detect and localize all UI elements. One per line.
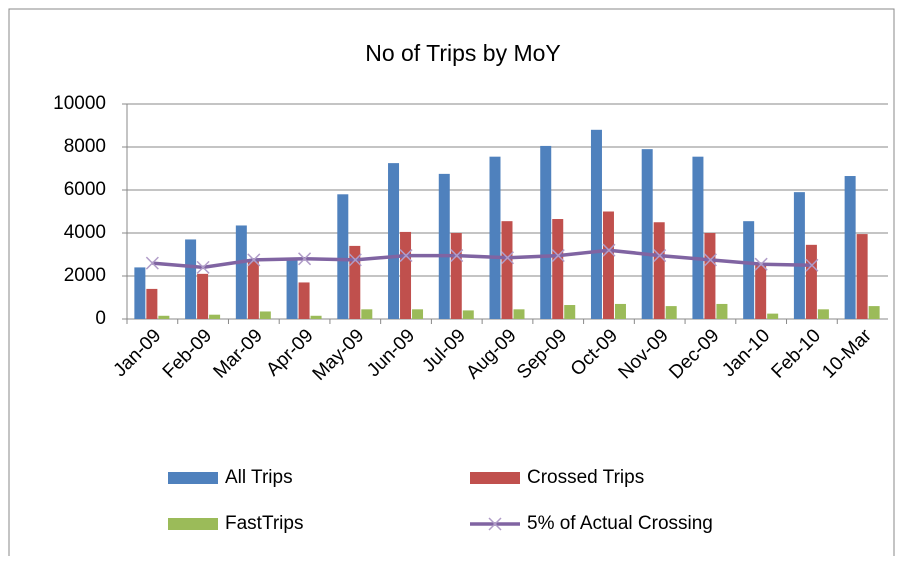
bar bbox=[259, 311, 271, 319]
line-marker bbox=[348, 253, 362, 267]
line-marker-stroke bbox=[450, 249, 464, 263]
line-marker bbox=[145, 256, 159, 270]
legend-label: 5% of Actual Crossing bbox=[527, 513, 713, 534]
bar bbox=[704, 233, 716, 319]
bar bbox=[692, 156, 704, 319]
bar bbox=[641, 149, 653, 319]
bar bbox=[349, 245, 361, 319]
line-marker bbox=[754, 257, 768, 271]
bar bbox=[298, 282, 310, 319]
bar bbox=[134, 267, 146, 319]
bar bbox=[388, 163, 400, 319]
chart-title: No of Trips by MoY bbox=[365, 40, 561, 66]
bar bbox=[716, 303, 728, 319]
bar bbox=[337, 194, 349, 319]
legend-label: FastTrips bbox=[225, 513, 303, 534]
line-series bbox=[152, 248, 812, 270]
y-tick-label: 8000 bbox=[64, 136, 106, 157]
bar bbox=[247, 259, 259, 319]
line-marker bbox=[805, 258, 819, 272]
line-marker-stroke bbox=[247, 253, 261, 267]
bar bbox=[817, 309, 829, 319]
y-tick-label: 10000 bbox=[53, 93, 106, 114]
y-tick-label: 2000 bbox=[64, 265, 106, 286]
bar bbox=[513, 309, 525, 319]
line-marker bbox=[399, 249, 413, 263]
bar bbox=[844, 176, 856, 319]
line-marker bbox=[551, 249, 565, 263]
line-marker bbox=[703, 253, 717, 267]
line-marker-stroke bbox=[805, 258, 819, 272]
bar bbox=[743, 221, 755, 319]
line-marker bbox=[247, 253, 261, 267]
bar bbox=[653, 222, 665, 319]
line-marker bbox=[450, 249, 464, 263]
line-marker-stroke bbox=[703, 253, 717, 267]
bar bbox=[755, 265, 767, 319]
legend-marker bbox=[488, 517, 502, 531]
bar bbox=[209, 314, 221, 319]
y-tick-label: 6000 bbox=[64, 179, 106, 200]
line-marker-stroke bbox=[399, 249, 413, 263]
line-marker-stroke bbox=[551, 249, 565, 263]
line-marker-stroke bbox=[500, 251, 515, 265]
line-marker bbox=[298, 252, 312, 266]
bar bbox=[540, 145, 552, 319]
line-marker-stroke bbox=[145, 256, 159, 270]
legend-swatch bbox=[168, 472, 218, 484]
bar bbox=[462, 310, 474, 319]
bar bbox=[552, 219, 564, 319]
line-marker-stroke bbox=[298, 252, 312, 266]
line-marker-stroke bbox=[602, 243, 616, 257]
bar bbox=[767, 313, 779, 319]
bar bbox=[235, 225, 247, 319]
bar bbox=[185, 239, 197, 319]
bar bbox=[805, 244, 817, 319]
bar bbox=[412, 309, 424, 319]
line-marker-stroke bbox=[653, 249, 667, 263]
line-marker-stroke bbox=[348, 253, 362, 267]
bar bbox=[146, 288, 158, 319]
bar bbox=[590, 129, 602, 319]
y-tick-label: 4000 bbox=[64, 222, 106, 243]
bar bbox=[400, 231, 412, 319]
legend-label: Crossed Trips bbox=[527, 467, 644, 488]
line-marker-stroke bbox=[754, 257, 768, 271]
line-marker bbox=[602, 243, 616, 257]
line-marker bbox=[653, 249, 667, 263]
legend-swatch bbox=[168, 518, 218, 530]
bar bbox=[614, 303, 626, 319]
y-tick-label: 0 bbox=[95, 308, 106, 329]
bar bbox=[197, 273, 209, 319]
line-marker-stroke bbox=[196, 260, 210, 274]
bar bbox=[501, 221, 513, 319]
bar bbox=[450, 233, 462, 319]
bar bbox=[665, 306, 677, 319]
bar bbox=[310, 315, 322, 319]
line-marker bbox=[500, 251, 515, 265]
line-marker bbox=[196, 260, 210, 274]
legend-marker-stroke bbox=[488, 517, 502, 531]
bar bbox=[438, 173, 450, 319]
legend-label: All Trips bbox=[225, 467, 293, 488]
bar bbox=[489, 156, 501, 319]
bar bbox=[868, 306, 880, 319]
bar bbox=[793, 192, 805, 319]
bar bbox=[286, 258, 298, 319]
bar bbox=[361, 309, 373, 319]
legend-swatch bbox=[470, 472, 520, 484]
bar bbox=[564, 305, 576, 319]
bar bbox=[856, 234, 868, 319]
bar bbox=[602, 211, 614, 319]
bar bbox=[158, 315, 170, 319]
